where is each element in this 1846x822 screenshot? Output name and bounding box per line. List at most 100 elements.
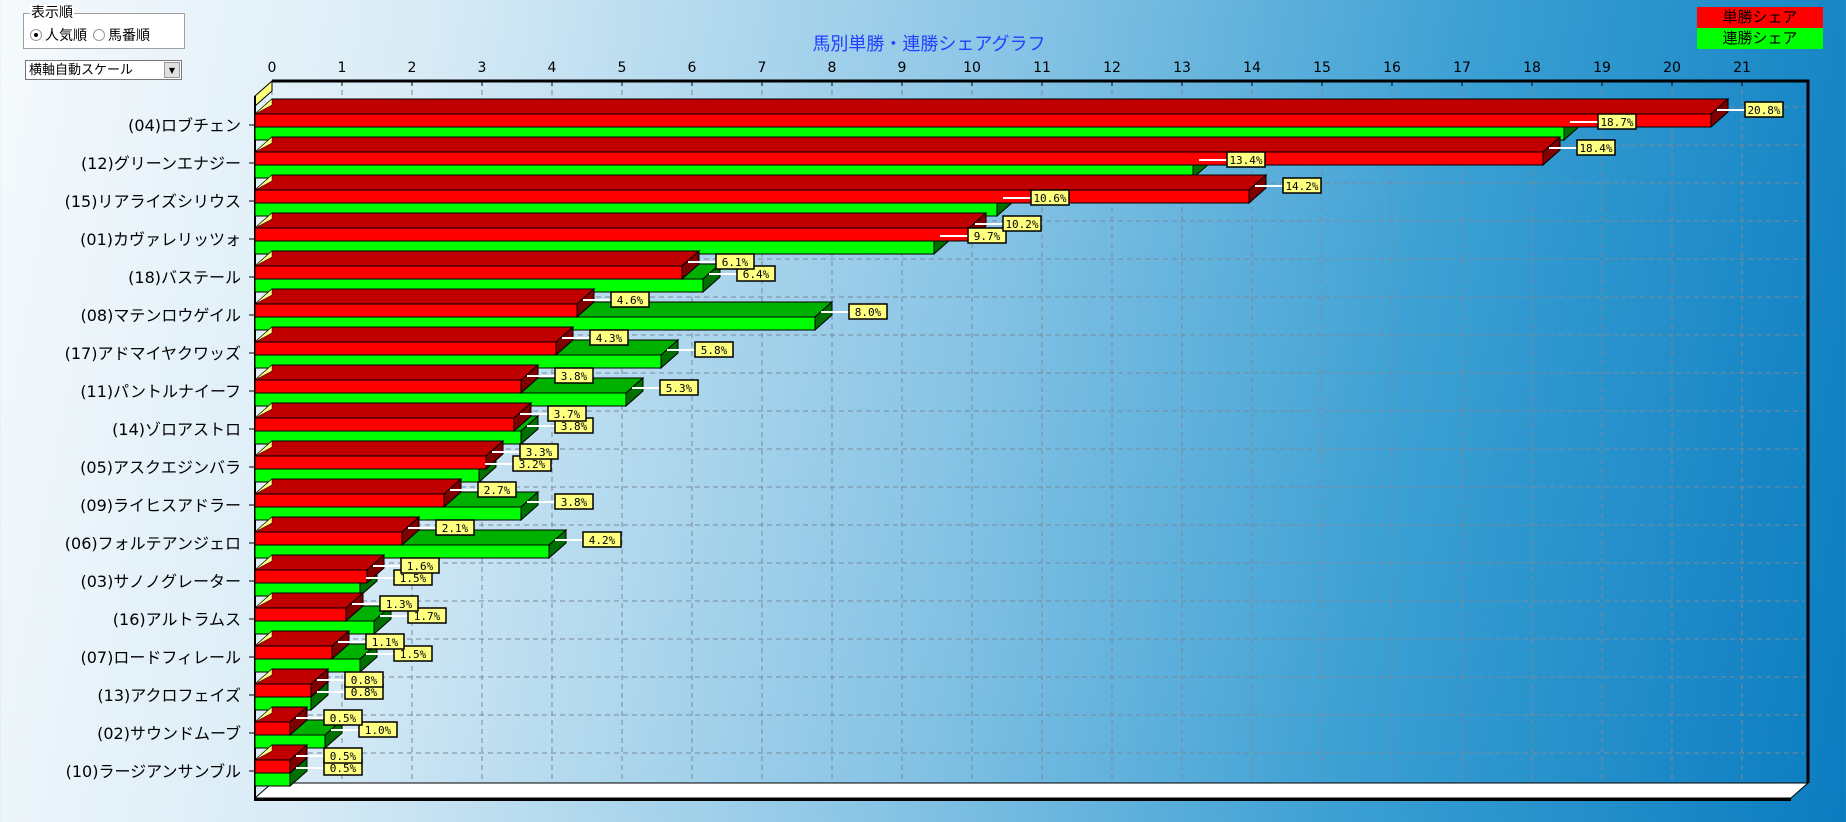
data-label-quinella: 0.5%: [330, 762, 357, 775]
chart-title: 馬別単勝・連勝シェアグラフ: [812, 34, 1046, 55]
data-label-quinella: 1.7%: [414, 610, 441, 623]
data-label-quinella: 3.2%: [519, 458, 546, 471]
radio-popularity-order[interactable]: 人気順: [30, 25, 87, 45]
left-wall-marker: [254, 288, 273, 305]
plot-frame: [272, 79, 1810, 783]
bar-win-share-front: [254, 189, 1250, 204]
bar-win-share: [253, 629, 351, 661]
x-tick-label: 3: [478, 60, 487, 76]
data-label-win-box: [344, 671, 384, 688]
bar-win-share-top: [253, 288, 596, 305]
bar-win-share: [253, 515, 421, 547]
x-tick-label: 2: [408, 60, 417, 76]
bar-win-share-top: [253, 212, 988, 229]
x-tick-label: 18: [1523, 60, 1541, 76]
data-label-quinella: 3.8%: [561, 420, 588, 433]
left-wall-marker: [254, 212, 273, 229]
x-tick-label: 15: [1313, 60, 1331, 76]
left-wall-marker: [254, 516, 273, 533]
category-label: (17)アドマイヤクワッズ: [65, 344, 241, 363]
data-label-win-box: [1282, 177, 1322, 194]
data-label-win-box: [1576, 139, 1616, 156]
bar-quinella-share-front: [254, 772, 291, 787]
chevron-down-icon[interactable]: ▼: [164, 62, 180, 78]
bar-win-share: [253, 363, 540, 395]
data-label-quinella: 13.4%: [1229, 154, 1262, 167]
display-order-label: 表示順: [30, 5, 74, 21]
category-label: (18)バステール: [128, 268, 241, 287]
plot-floor-edge: [255, 798, 1791, 801]
data-label-quinella-box: [659, 379, 699, 396]
bar-win-share-front: [254, 759, 291, 774]
bar-win-share-front: [254, 417, 515, 432]
data-label-quinella-box: [358, 721, 398, 738]
left-wall-marker: [254, 174, 273, 191]
data-label-win-box: [379, 595, 419, 612]
bar-win-share-top: [253, 174, 1268, 191]
data-label-win: 1.6%: [407, 560, 434, 573]
left-wall-marker: [254, 136, 273, 153]
data-label-quinella: 5.3%: [666, 382, 693, 395]
bar-win-share-front: [254, 531, 403, 546]
axis-scale-select[interactable]: 横軸自動スケール ▼: [25, 60, 182, 80]
category-label: (07)ロードフィレール: [80, 648, 241, 667]
bar-win-share-top: [253, 478, 463, 495]
radio-label: 馬番順: [108, 28, 150, 44]
bar-win-share: [253, 211, 988, 243]
left-wall-marker: [254, 440, 273, 457]
data-label-win-box: [519, 443, 559, 460]
data-label-quinella: 1.5%: [400, 648, 427, 661]
data-label-quinella: 1.5%: [400, 572, 427, 585]
x-tick-label: 8: [828, 60, 837, 76]
radio-horse-number-order[interactable]: 馬番順: [93, 25, 150, 45]
bar-win-share-front: [254, 303, 578, 318]
bar-win-share: [253, 173, 1268, 205]
left-wall-marker: [254, 478, 273, 495]
bar-win-share: [253, 135, 1562, 167]
data-label-quinella: 4.2%: [589, 534, 616, 547]
data-label-quinella-box: [848, 303, 888, 320]
data-label-quinella-box: [582, 531, 622, 548]
x-tick-label: 1: [338, 60, 347, 76]
data-label-win-box: [1744, 101, 1784, 118]
bar-win-share-front: [254, 265, 683, 280]
data-label-win-box: [435, 519, 475, 536]
data-label-win: 10.2%: [1005, 218, 1038, 231]
data-label-win-box: [400, 557, 440, 574]
x-tick-label: 21: [1733, 60, 1751, 76]
bar-win-share-front: [254, 227, 970, 242]
bar-win-share-front: [254, 341, 557, 356]
bar-win-share-top: [253, 326, 575, 343]
bar-win-share-front: [254, 379, 522, 394]
bar-win-share-top: [253, 402, 533, 419]
data-label-win: 6.1%: [722, 256, 749, 269]
bar-win-share-front: [254, 151, 1544, 166]
bar-win-share: [253, 477, 463, 509]
data-label-win-box: [323, 747, 363, 764]
left-wall-marker: [254, 250, 273, 267]
data-label-win: 0.5%: [330, 750, 357, 763]
left-wall-marker: [254, 592, 273, 609]
data-label-win-box: [589, 329, 629, 346]
data-label-win: 0.5%: [330, 712, 357, 725]
data-label-quinella: 8.0%: [855, 306, 882, 319]
data-label-quinella: 18.7%: [1600, 116, 1633, 129]
category-label: (11)パントルナイーフ: [80, 382, 241, 401]
category-label: (14)ゾロアストロ: [112, 420, 241, 439]
radio-unselected-icon: [93, 29, 105, 41]
left-wall-marker: [254, 98, 273, 115]
data-label-quinella: 3.8%: [561, 496, 588, 509]
bar-win-share-front: [254, 455, 487, 470]
data-label-quinella: 5.8%: [701, 344, 728, 357]
category-label: (06)フォルテアンジェロ: [65, 534, 241, 553]
data-label-win: 0.8%: [351, 674, 378, 687]
data-label-win-box: [365, 633, 405, 650]
x-tick-label: 5: [618, 60, 627, 76]
category-label: (09)ライヒスアドラー: [80, 496, 241, 515]
data-label-win: 3.3%: [526, 446, 553, 459]
data-label-quinella: 10.6%: [1033, 192, 1066, 205]
x-tick-label: 6: [688, 60, 697, 76]
bar-win-share-front: [254, 569, 368, 584]
data-label-win-box: [715, 253, 755, 270]
